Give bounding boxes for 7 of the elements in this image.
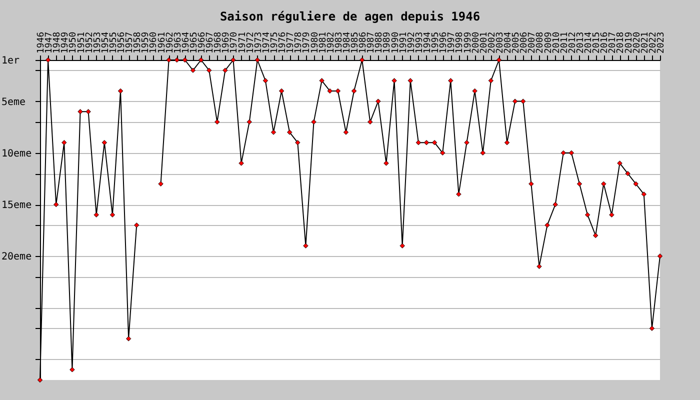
y-tick-label: 1er xyxy=(2,56,20,66)
y-tick-label: 10eme xyxy=(2,148,32,160)
x-tick-label: 2023 xyxy=(656,32,666,54)
y-tick-label: 15eme xyxy=(2,200,32,212)
y-tick-label: 5eme xyxy=(2,96,26,108)
y-tick-label: 20eme xyxy=(2,252,32,263)
chart-title: Saison réguliere de agen depuis 1946 xyxy=(220,9,480,24)
